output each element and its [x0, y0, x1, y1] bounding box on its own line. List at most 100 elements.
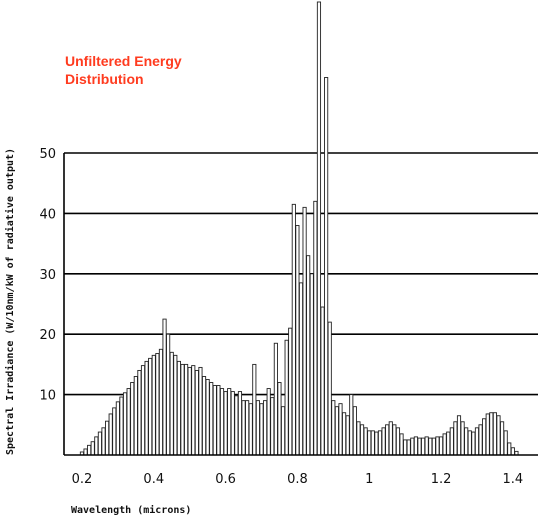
bar	[108, 413, 113, 456]
chart-title-line-2: Distribution	[65, 71, 144, 87]
bar	[119, 396, 124, 456]
bar	[298, 282, 304, 456]
bar	[212, 385, 217, 456]
bar	[280, 406, 286, 456]
bar	[334, 406, 339, 456]
bar	[363, 427, 368, 456]
bar	[83, 448, 88, 456]
bar	[245, 400, 250, 456]
bar	[507, 442, 512, 456]
y-tick-label: 20	[39, 328, 56, 343]
bar	[122, 392, 128, 456]
bar	[467, 430, 472, 456]
bar	[248, 403, 253, 456]
bar	[306, 255, 311, 456]
bar	[115, 401, 120, 456]
bar	[438, 436, 444, 456]
bar	[144, 360, 149, 456]
y-axis-label: Spectral Irradiance (W/10nm/kW of radiat…	[4, 148, 16, 455]
axes	[63, 153, 538, 456]
bar	[288, 327, 293, 456]
bar	[309, 273, 314, 456]
bar	[209, 382, 214, 456]
chart-title-line-1: Unfiltered Energy	[65, 53, 182, 69]
bar	[101, 427, 106, 456]
bar	[500, 421, 505, 456]
chart-title: Unfiltered Energy Distribution	[65, 53, 182, 87]
bar	[492, 412, 497, 456]
bar	[266, 388, 271, 456]
x-tick-label: 1.2	[431, 472, 452, 487]
x-tick-label: 0.4	[143, 472, 164, 487]
bar	[237, 391, 243, 456]
bar	[377, 430, 383, 456]
bar	[385, 424, 390, 456]
bar	[148, 357, 153, 456]
bar	[503, 430, 508, 456]
bar	[184, 363, 189, 456]
bar	[345, 415, 350, 456]
bar	[255, 400, 260, 456]
bar	[219, 388, 225, 456]
bar	[241, 400, 246, 456]
bar	[194, 369, 199, 456]
bar	[176, 360, 181, 456]
bar	[381, 427, 386, 456]
bar	[449, 427, 454, 456]
bar	[392, 424, 397, 456]
bar	[166, 333, 171, 456]
bar	[442, 433, 447, 456]
bar	[453, 421, 458, 456]
bar	[252, 363, 257, 456]
bar	[198, 366, 203, 456]
bar	[151, 354, 156, 456]
bar	[263, 400, 268, 456]
bar	[162, 318, 167, 456]
bar	[359, 424, 365, 456]
bar	[356, 421, 361, 456]
bar	[367, 430, 372, 456]
x-tick-label: 1	[365, 472, 373, 487]
bar	[327, 321, 332, 456]
bar	[331, 400, 336, 456]
x-tick-labels: 0.2 0.4 0.6 0.8 1 1.2 1.4	[72, 472, 524, 487]
y-tick-label: 40	[39, 207, 56, 222]
bar	[291, 203, 296, 456]
bar	[406, 439, 411, 456]
bar	[302, 206, 307, 456]
bar	[227, 388, 232, 456]
bar	[424, 436, 429, 456]
bar	[370, 430, 375, 456]
bar	[173, 354, 178, 456]
bar	[97, 431, 102, 456]
bar	[489, 412, 494, 456]
bar	[87, 444, 92, 456]
bar	[349, 394, 354, 456]
bar	[273, 342, 278, 456]
bar	[482, 418, 487, 456]
x-tick-label: 0.6	[215, 472, 236, 487]
bar	[421, 437, 426, 456]
bar	[140, 365, 146, 456]
bar	[201, 376, 207, 456]
bar	[316, 1, 322, 456]
bar	[431, 437, 436, 456]
bar	[169, 351, 174, 456]
bar	[338, 403, 343, 456]
bar	[324, 77, 329, 456]
bar	[137, 369, 142, 456]
bar	[471, 431, 476, 456]
bar	[180, 363, 185, 456]
bar	[510, 447, 515, 456]
bar	[410, 437, 415, 456]
bar	[259, 403, 264, 456]
bar	[205, 379, 210, 456]
bar	[456, 415, 462, 456]
bar	[94, 436, 99, 456]
bar	[313, 200, 318, 456]
bar	[105, 420, 110, 456]
bar	[403, 439, 408, 456]
bar	[155, 353, 160, 456]
x-axis-label: Wavelength (microns)	[71, 504, 191, 516]
bar	[270, 397, 275, 456]
